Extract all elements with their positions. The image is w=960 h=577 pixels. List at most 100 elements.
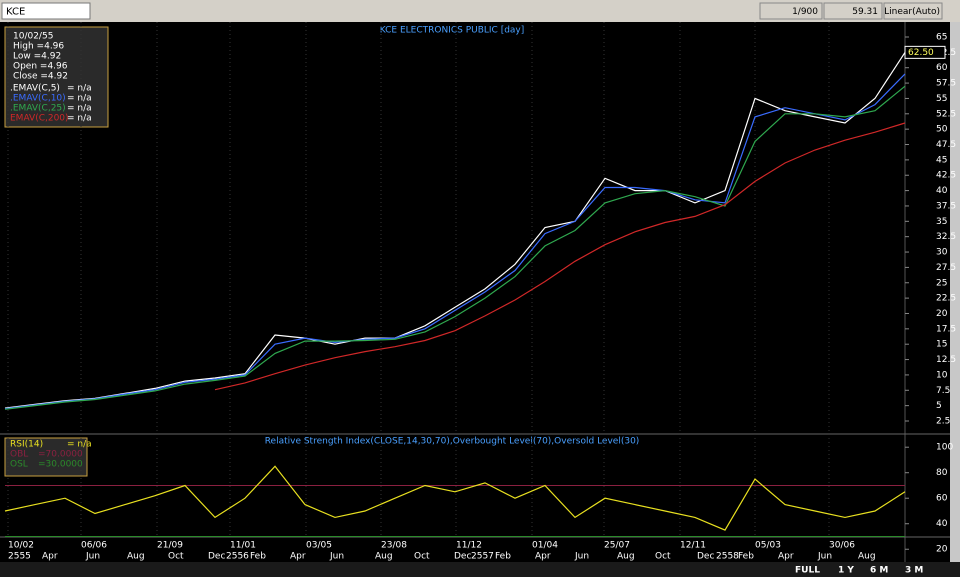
last-value-box [904, 45, 946, 59]
x-period-label: 2557 [471, 552, 494, 562]
y-tick-label: 20 [936, 309, 948, 319]
y-tick-label: 47.5 [936, 140, 956, 150]
x-period-label: Apr [778, 552, 794, 562]
range-button[interactable]: 6 M [870, 566, 888, 576]
toolbar [0, 0, 960, 22]
legend-status: =70.0000 [38, 450, 83, 460]
price-box [823, 2, 883, 20]
y-tick-label: 62.5 [936, 48, 956, 58]
x-date-label: 30/06 [829, 541, 855, 551]
x-period-label: Dec [208, 552, 225, 562]
legend-name: .EMAV(C,25) [10, 104, 66, 114]
x-period-label: Dec [697, 552, 714, 562]
x-date-label: 05/03 [755, 541, 781, 551]
series-line [214, 122, 906, 391]
y-tick-label: 7.5 [936, 386, 950, 396]
y-tick-label: 17.5 [936, 324, 956, 334]
x-period-label: Oct [655, 552, 671, 562]
y-tick-label: 12.5 [936, 355, 956, 365]
position-box [759, 2, 823, 20]
x-period-label: Aug [617, 552, 635, 562]
chart-title: KCE ELECTRONICS PUBLIC [day] [380, 26, 525, 36]
series-line [4, 465, 906, 531]
x-period-label: Jun [85, 552, 100, 562]
legend-status: = n/a [67, 94, 92, 104]
bottom-bar [0, 562, 960, 577]
rsi-info-box [4, 437, 88, 477]
y-tick-label: 15 [936, 340, 947, 350]
legend-status: = n/a [67, 440, 92, 450]
legend-name: .EMAV(C,5) [10, 84, 60, 94]
legend-name: RSI(14) [10, 440, 43, 450]
x-period-label: Apr [42, 552, 58, 562]
series-line [4, 73, 906, 410]
x-period-label: Aug [127, 552, 145, 562]
x-period-label: Oct [168, 552, 184, 562]
x-date-label: 12/11 [680, 541, 706, 551]
x-date-label: 01/04 [532, 541, 558, 551]
y-tick-label: 55 [936, 94, 947, 104]
scale-box[interactable] [883, 2, 943, 20]
x-date-label: 10/02 [8, 541, 34, 551]
y-tick-label: 60 [936, 494, 948, 504]
y-tick-label: 30 [936, 248, 948, 258]
y-tick-label: 32.5 [936, 232, 956, 242]
x-period-label: Oct [414, 552, 430, 562]
x-period-label: 2556 [226, 552, 249, 562]
y-tick-label: 52.5 [936, 109, 956, 119]
x-date-label: 25/07 [604, 541, 630, 551]
legend-name: .EMAV(C,10) [10, 94, 66, 104]
scale: Linear(Auto) [884, 7, 940, 17]
y-tick-label: 2.5 [936, 417, 950, 427]
y-tick-label: 35 [936, 217, 947, 227]
x-period-label: Feb [250, 552, 266, 562]
x-date-label: 23/08 [381, 541, 407, 551]
x-period-label: Apr [535, 552, 551, 562]
symbol: KCE [6, 7, 25, 18]
y-tick-label: 50 [936, 125, 948, 135]
y-tick-label: 57.5 [936, 79, 956, 89]
x-period-label: Jun [329, 552, 344, 562]
position: 1/900 [792, 7, 818, 17]
y-tick-label: 25 [936, 278, 947, 288]
x-period-label: Aug [858, 552, 876, 562]
x-date-label: 11/01 [230, 541, 256, 551]
y-tick-label: 27.5 [936, 263, 956, 273]
x-date-label: 06/06 [81, 541, 107, 551]
info-line: Low =4.92 [13, 52, 61, 62]
y-tick-label: 45 [936, 155, 947, 165]
series-line [4, 52, 906, 409]
x-period-label: Jun [574, 552, 589, 562]
x-period-label: Jun [817, 552, 832, 562]
y-tick-label: 65 [936, 33, 947, 43]
x-period-label: 2558 [716, 552, 739, 562]
x-period-label: Feb [738, 552, 754, 562]
x-date-label: 21/09 [157, 541, 183, 551]
legend-name: OSL [10, 460, 28, 470]
info-box [4, 26, 109, 128]
price: 59.31 [852, 7, 878, 17]
range-button[interactable]: 3 M [905, 566, 923, 576]
range-button[interactable]: FULL [795, 566, 820, 576]
x-date-label: 11/12 [456, 541, 482, 551]
range-button[interactable]: 1 Y [838, 566, 854, 576]
last-value-label: 62.50 [908, 48, 934, 58]
legend-status: = n/a [67, 84, 92, 94]
symbol-input[interactable] [1, 2, 91, 20]
info-line: Open =4.96 [13, 62, 68, 72]
x-period-label: 2555 [8, 552, 31, 562]
series-line [4, 85, 906, 410]
y-tick-label: 5 [936, 401, 942, 411]
legend-name: EMAV(C,200) [10, 114, 69, 124]
y-tick-label: 40 [936, 186, 948, 196]
x-period-label: Aug [375, 552, 393, 562]
side-panel [950, 22, 960, 562]
info-line: Close =4.92 [13, 72, 68, 82]
legend-name: OBL [10, 450, 28, 460]
y-tick-label: 10 [936, 370, 948, 380]
y-tick-label: 40 [936, 519, 948, 529]
x-period-label: Dec [454, 552, 471, 562]
info-line: High =4.96 [13, 42, 64, 52]
y-tick-label: 60 [936, 63, 948, 73]
